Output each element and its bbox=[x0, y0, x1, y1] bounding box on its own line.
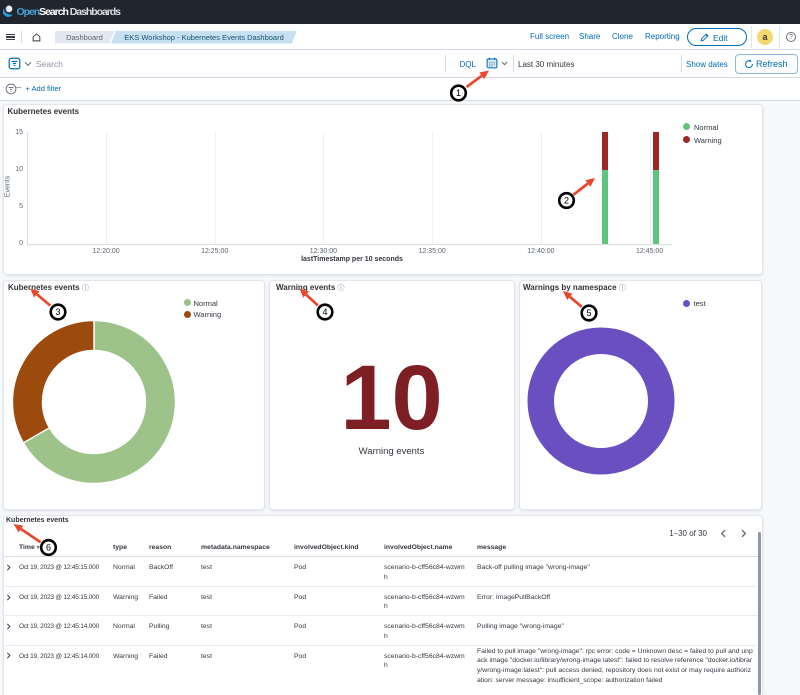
svg-text:6: 6 bbox=[46, 543, 51, 553]
svg-text:4: 4 bbox=[322, 307, 327, 317]
svg-text:1: 1 bbox=[456, 88, 461, 98]
svg-text:5: 5 bbox=[586, 308, 591, 318]
svg-text:2: 2 bbox=[564, 196, 569, 206]
svg-text:3: 3 bbox=[55, 307, 60, 317]
